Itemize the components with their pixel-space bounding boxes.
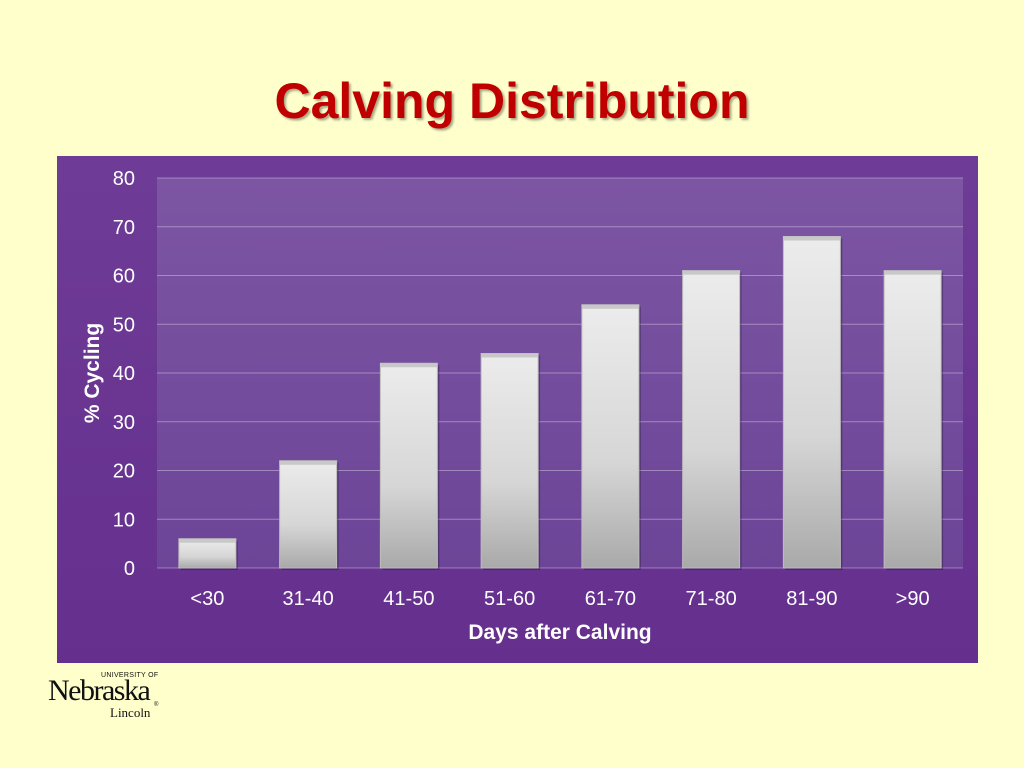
bar <box>883 270 944 570</box>
bar <box>279 460 339 570</box>
y-tick-label: 80 <box>113 168 135 190</box>
slide-title: Calving Distribution <box>274 73 750 129</box>
x-tick-label: 31-40 <box>283 588 334 610</box>
x-tick-label: 41-50 <box>383 588 434 610</box>
y-tick-label: 0 <box>124 558 135 580</box>
y-tick-label: 70 <box>113 217 135 239</box>
x-tick-label: >90 <box>896 588 930 610</box>
bar <box>480 353 541 570</box>
logo-university-text: UNIVERSITY OF <box>101 672 159 679</box>
bar <box>178 538 238 570</box>
bar <box>379 362 440 570</box>
chart-panel: 0 10 20 30 40 50 60 70 80 <30 31-40 41-50 51-60 61-7… <box>57 156 978 663</box>
logo-campus: Lincoln <box>110 705 151 720</box>
bar <box>682 270 742 570</box>
y-tick-label: 60 <box>113 266 135 288</box>
x-tick-label: <30 <box>190 588 224 610</box>
logo-wordmark: Nebraska <box>48 674 151 707</box>
x-tick-label: 71-80 <box>686 588 737 610</box>
y-tick-label: 30 <box>113 412 135 434</box>
bar <box>581 304 641 570</box>
y-tick-label: 20 <box>113 461 135 483</box>
y-tick-label: 40 <box>113 363 135 385</box>
y-tick-label: 50 <box>113 314 135 336</box>
x-tick-label: 51-60 <box>484 588 535 610</box>
y-tick-label: 10 <box>113 509 135 531</box>
bar-chart: 0 10 20 30 40 50 60 70 80 <30 31-40 41-50 51-60 61-7… <box>57 156 978 663</box>
bar <box>782 236 843 570</box>
x-tick-label: 81-90 <box>786 588 837 610</box>
y-axis-label: % Cycling <box>81 323 104 423</box>
x-axis-label: Days after Calving <box>468 621 651 644</box>
x-tick-label: 61-70 <box>585 588 636 610</box>
logo-registered-mark: ® <box>154 702 159 708</box>
university-logo: UNIVERSITY OF Nebraska Lincoln ® <box>48 672 168 724</box>
